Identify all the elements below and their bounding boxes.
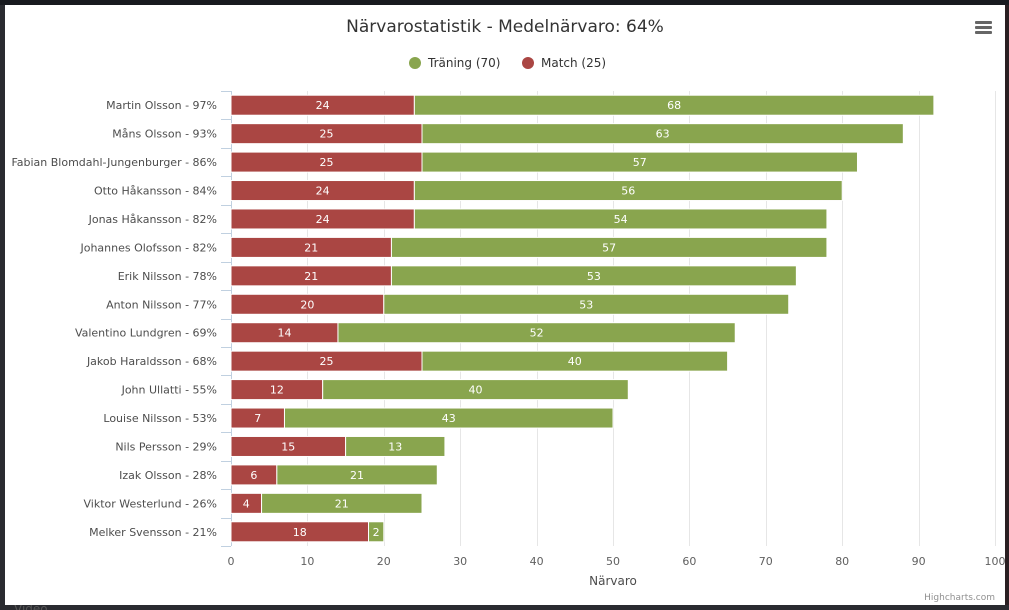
background-text: Video: [14, 604, 48, 610]
menu-line: [975, 21, 992, 24]
x-tick-label: 100: [985, 555, 1006, 568]
bar-traning-6[interactable]: [390, 265, 797, 287]
category-label: Jonas Håkansson - 82%: [88, 213, 217, 226]
data-label: 40: [568, 355, 582, 368]
category-label: Martin Olsson - 97%: [106, 99, 217, 112]
data-label: 56: [621, 185, 635, 198]
legend-symbol-traning: [409, 57, 421, 69]
data-label: 18: [293, 526, 307, 539]
category-label: Izak Olsson - 28%: [119, 469, 217, 482]
category-label: Otto Håkansson - 84%: [94, 185, 217, 198]
category-label: John Ullatti - 55%: [121, 384, 217, 397]
data-label: 24: [316, 185, 330, 198]
bar-traning-11[interactable]: [283, 407, 614, 429]
data-label: 7: [254, 412, 261, 425]
legend-item-traning[interactable]: Träning (70): [409, 56, 500, 70]
data-label: 4: [243, 497, 250, 510]
data-label: 21: [335, 497, 349, 510]
bar-traning-14[interactable]: [261, 492, 423, 514]
data-label: 52: [530, 327, 544, 340]
data-label: 25: [320, 128, 334, 141]
data-label: 57: [602, 241, 616, 254]
bar-traning-8[interactable]: [337, 322, 736, 344]
bar-traning-7[interactable]: [383, 293, 790, 315]
legend: Träning (70) Match (25): [409, 56, 606, 70]
category-label: Erik Nilsson - 78%: [118, 270, 217, 283]
data-label: 43: [442, 412, 456, 425]
category-label: Viktor Westerlund - 26%: [84, 497, 218, 510]
bar-traning-5[interactable]: [390, 236, 828, 258]
data-label: 57: [633, 156, 647, 169]
category-label: Louise Nilsson - 53%: [103, 412, 217, 425]
data-label: 53: [579, 298, 593, 311]
data-label: 40: [468, 384, 482, 397]
x-axis-title: Närvaro: [589, 574, 637, 588]
category-label: Melker Svensson - 21%: [89, 526, 217, 539]
data-label: 25: [320, 156, 334, 169]
x-tick-label: 30: [453, 555, 467, 568]
x-tick-label: 0: [228, 555, 235, 568]
data-label: 2: [373, 526, 380, 539]
category-labels: Martin Olsson - 97% Måns Olsson - 93% Fabi…: [11, 99, 217, 539]
x-tick-label: 40: [530, 555, 544, 568]
bar-traning-12[interactable]: [345, 435, 446, 457]
category-label: Måns Olsson - 93%: [112, 128, 217, 141]
x-tick-label: 80: [835, 555, 849, 568]
data-label: 53: [587, 270, 601, 283]
x-tick-label: 90: [912, 555, 926, 568]
bar-traning-10[interactable]: [322, 379, 629, 401]
menu-line: [975, 26, 992, 29]
data-label: 21: [304, 270, 318, 283]
bar-traning-15[interactable]: [368, 521, 385, 543]
data-label: 20: [300, 298, 314, 311]
data-label: 63: [656, 128, 670, 141]
category-label: Fabian Blomdahl-Jungenburger - 86%: [11, 156, 217, 169]
data-label: 14: [277, 327, 291, 340]
x-tick-label: 50: [606, 555, 620, 568]
category-label: Jakob Haraldsson - 68%: [86, 355, 217, 368]
legend-item-match[interactable]: Match (25): [522, 56, 606, 70]
data-label: 15: [281, 440, 295, 453]
data-label: 25: [320, 355, 334, 368]
bar-traning-0[interactable]: [413, 94, 935, 116]
data-label: 24: [316, 99, 330, 112]
legend-label-match: Match (25): [541, 56, 606, 70]
x-tick-label: 20: [377, 555, 391, 568]
category-label: Johannes Olofsson - 82%: [79, 241, 217, 254]
bars: [230, 94, 935, 543]
data-label: 68: [667, 99, 681, 112]
bar-traning-1[interactable]: [421, 123, 904, 145]
menu-line: [975, 31, 992, 34]
category-label: Anton Nilsson - 77%: [106, 298, 217, 311]
data-label: 21: [350, 469, 364, 482]
data-label: 13: [388, 440, 402, 453]
bar-traning-3[interactable]: [413, 180, 843, 202]
window-top-bar: [0, 0, 1009, 5]
hamburger-menu-icon[interactable]: [967, 20, 992, 40]
data-label: 54: [614, 213, 628, 226]
legend-label-traning: Träning (70): [427, 56, 500, 70]
legend-symbol-match: [522, 57, 534, 69]
data-label: 12: [270, 384, 284, 397]
x-tick-label: 60: [682, 555, 696, 568]
credits-link[interactable]: Highcharts.com: [924, 593, 995, 603]
bar-traning-13[interactable]: [276, 464, 438, 486]
x-tick-label: 70: [759, 555, 773, 568]
chart-title: Närvarostatistik - Medelnärvaro: 64%: [346, 17, 664, 37]
chart-container: 24 68 25 63 25 57 24 56 24 54 21 57 21 53 20 53 14 52 25 40…: [5, 5, 1006, 605]
bar-traning-9[interactable]: [421, 350, 729, 372]
bar-traning-4[interactable]: [413, 208, 828, 230]
data-label: 6: [250, 469, 257, 482]
data-label: 21: [304, 241, 318, 254]
x-tick-labels: 0 10 20 30 40 50 60 70 80 90 100: [228, 555, 1006, 568]
data-label: 24: [316, 213, 330, 226]
menu-button-bg[interactable]: [967, 20, 991, 40]
bar-traning-2[interactable]: [421, 151, 858, 173]
category-label: Nils Persson - 29%: [115, 440, 217, 453]
category-label: Valentino Lundgren - 69%: [75, 327, 217, 340]
window-right-edge: [1005, 5, 1009, 605]
x-tick-label: 10: [300, 555, 314, 568]
